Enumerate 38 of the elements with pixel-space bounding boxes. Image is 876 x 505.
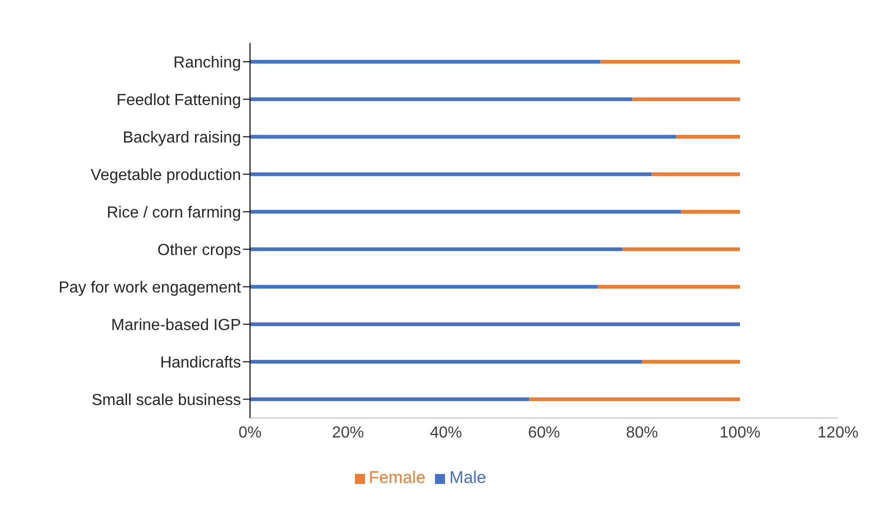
y-tick-label: Rice / corn farming — [106, 204, 241, 222]
x-tick-label: 100% — [720, 424, 760, 442]
x-tick-label: 60% — [528, 424, 560, 442]
bar — [676, 134, 740, 139]
bar — [600, 60, 740, 64]
legend-label: Male — [449, 468, 486, 487]
bar — [598, 284, 740, 289]
y-tick-label: Handicrafts — [160, 354, 241, 372]
y-tick-label: Pay for work engagement — [58, 279, 242, 296]
y-tick-label: Vegetable production — [90, 166, 241, 184]
y-tick-label: Backyard raising — [122, 129, 241, 146]
x-tick-label: 0% — [238, 424, 262, 442]
bar — [642, 360, 740, 364]
y-tick-label: Ranching — [173, 54, 241, 72]
bar — [250, 134, 676, 139]
bar — [250, 360, 642, 364]
bar — [652, 172, 740, 176]
x-tick-label: 40% — [430, 424, 462, 442]
bar — [250, 172, 652, 176]
bar — [250, 210, 682, 214]
bar — [250, 322, 740, 326]
bar — [622, 247, 740, 252]
bar — [250, 397, 530, 402]
bar — [250, 247, 622, 252]
y-tick-label: Small scale business — [92, 392, 241, 409]
x-tick-label: 20% — [332, 424, 364, 442]
x-tick-label: 80% — [626, 424, 658, 442]
bar — [250, 60, 600, 64]
y-tick-label: Feedlot Fattening — [116, 92, 241, 109]
y-tick-label: Other crops — [157, 242, 241, 259]
bar — [250, 97, 632, 102]
bar — [681, 210, 740, 214]
bar — [529, 397, 740, 402]
y-tick-label: Marine-based IGP — [111, 316, 241, 334]
legend-label: Female — [368, 468, 426, 487]
x-tick-label: 120% — [818, 424, 858, 442]
bar — [632, 97, 740, 102]
bar — [250, 284, 598, 289]
